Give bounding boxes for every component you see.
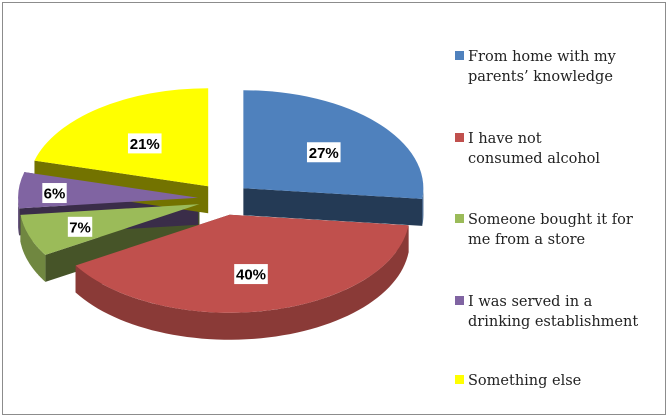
pie-chart: 27% 40% 7%6% 21% <box>18 88 424 340</box>
legend-swatch-home <box>455 51 464 60</box>
data-label-box-not-consumed <box>234 264 268 285</box>
data-label-establishment: 6% <box>44 186 66 203</box>
pie-label-layer: 27% 40% 7%6% 21% <box>42 133 341 285</box>
slice-not-consumed <box>75 214 409 313</box>
legend-label-store: Someone bought it for me from a store <box>468 212 633 248</box>
legend-label-home: From home with my parents’ knowledge <box>468 49 616 85</box>
slice-rim-establishment <box>18 196 20 236</box>
slice-rim-home <box>422 187 424 226</box>
legend-label-not-consumed: I have not consumed alcohol <box>468 131 601 167</box>
chart-frame: 27% 40% 7% 6% 21% From home with my parents’… <box>2 2 666 415</box>
legend-label-establishment: I was served in a drinking establishment <box>468 294 639 330</box>
slice-store <box>20 204 200 255</box>
data-label-something-else: 21% <box>130 136 160 153</box>
data-label-box-store <box>67 216 93 237</box>
legend-swatch-not-consumed <box>455 133 464 142</box>
legend-swatch-something-else <box>455 375 464 384</box>
legend-swatch-establishment <box>455 296 464 305</box>
data-label-not-consumed: 40% <box>236 267 266 284</box>
slice-rim-store <box>20 214 46 282</box>
data-label-home: 27% <box>309 145 339 162</box>
legend-swatch-store <box>455 214 464 223</box>
slice-something-else <box>34 88 209 187</box>
data-label-box-home <box>306 142 341 163</box>
data-label-box-something-else <box>127 133 162 154</box>
slice-rim-not-consumed <box>75 225 409 340</box>
legend-label-something-else: Something else <box>468 373 582 389</box>
data-label-store: 7% <box>69 219 91 236</box>
slice-wall-home-end <box>243 188 423 226</box>
data-label-box-establishment <box>42 183 67 204</box>
